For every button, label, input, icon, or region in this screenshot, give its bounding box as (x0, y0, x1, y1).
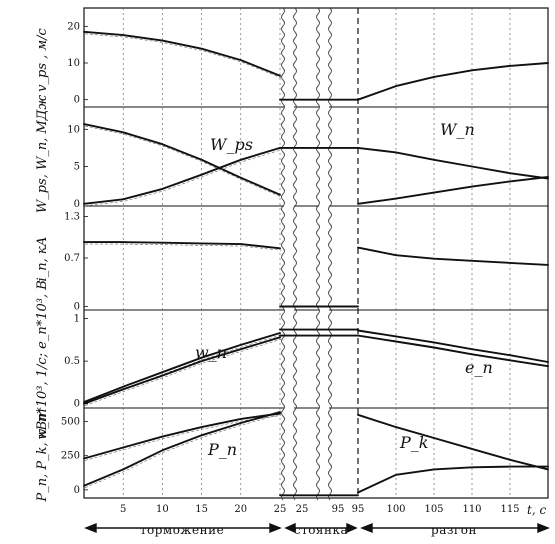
phase-arrows (84, 522, 550, 534)
x-tick-label: 105 (424, 504, 443, 515)
y-tick-label: 250 (61, 451, 80, 462)
axis-break-line (281, 7, 285, 501)
series-line-3-0 (83, 332, 281, 403)
series-line-3-1 (83, 336, 281, 405)
series-shadow-1-0 (84, 125, 282, 198)
x-tick-label: 10 (156, 504, 169, 515)
x-axis-label: t, c (527, 503, 546, 517)
y-tick-label: 0 (74, 399, 80, 410)
series-shadow-4-1 (84, 413, 282, 488)
y-tick-label: 1 (74, 314, 80, 325)
axis-break-gap (284, 9, 294, 497)
series-line-1-1 (357, 146, 549, 180)
series-line-4-1 (357, 465, 549, 494)
series-shadow-4-0 (84, 415, 282, 461)
series-line-4-0 (83, 412, 281, 460)
series-line-1-0 (83, 123, 281, 196)
series-shadow-3-1 (84, 339, 282, 406)
y-tick-label: 0.7 (64, 253, 80, 264)
y-tick-label: 10 (67, 58, 80, 69)
annotation-w_n: w_n (195, 343, 227, 362)
x-tick-label: 25 (296, 504, 309, 515)
y-tick-label: 0 (74, 95, 80, 106)
series-lines (83, 30, 549, 497)
plot-frame (83, 7, 549, 501)
phase-label-standstill: стоянка (294, 523, 348, 537)
series-line-2-0 (83, 241, 281, 250)
y-tick-label: 0 (74, 302, 80, 313)
series-line-0-0 (357, 62, 549, 101)
x-tick-label: 5 (120, 504, 126, 515)
series-line-2-0 (357, 246, 549, 266)
annotation-P_n: P_n (207, 440, 237, 459)
axis-break-line (293, 7, 297, 501)
series-line-0-0 (83, 30, 281, 77)
x-tick-label: 20 (234, 504, 247, 515)
series-shadow-2-0 (85, 243, 282, 251)
series-line-3-1 (357, 334, 549, 368)
series-line-3-0 (357, 329, 549, 363)
series-line-1-2 (357, 176, 549, 205)
series-shadow-1-1 (84, 149, 282, 207)
y-tick-label: 500 (61, 417, 80, 428)
series-line-1-1 (83, 146, 281, 205)
x-tick-label: 100 (386, 504, 405, 515)
axis-break-line (328, 7, 332, 501)
y-tick-label: 0 (74, 485, 80, 496)
annotation-W_ps: W_ps (210, 135, 253, 154)
x-tick-label: 25 (274, 504, 287, 515)
ylabel-panel-4: w_n*10³, 1/с; e_n*10³, В (35, 280, 50, 440)
x-tick-label: 15 (195, 504, 208, 515)
axis-break-gap (319, 9, 329, 497)
ylabel-panel-2: W_ps, W_n, МДж (35, 95, 50, 213)
series-line-4-0 (357, 413, 549, 471)
x-tick-label: 95 (352, 504, 365, 515)
y-tick-label: 10 (67, 124, 80, 135)
y-tick-label: 5 (74, 162, 80, 173)
annotation-e_n: e_n (465, 358, 493, 377)
x-tick-label: 95 (332, 504, 345, 515)
y-tick-label: 1.3 (64, 211, 80, 222)
grid-lines (122, 8, 511, 498)
axis-break-line (316, 7, 320, 501)
x-tick-label: 110 (462, 504, 481, 515)
annotation-W_n: W_n (440, 120, 475, 139)
series-line-4-1 (83, 411, 281, 487)
y-tick-label: 20 (67, 21, 80, 32)
ylabel-panel-1: v_ps , м/с (35, 27, 50, 91)
series-shadow-0-0 (84, 33, 282, 79)
ylabel-panel-5: P_n, P_k, кВт (35, 409, 50, 503)
phase-label-acceleration: разгон (431, 523, 477, 537)
y-tick-label: 0 (74, 199, 80, 210)
y-tick-label: 0.5 (64, 356, 80, 367)
ylabel-panel-3: i_n, кА (35, 237, 50, 282)
x-tick-labels: 5 10 15 20 25 95 100 105 110 115 25 95 (120, 504, 520, 515)
x-tick-label: 115 (500, 504, 519, 515)
plot-border (83, 7, 549, 499)
annotation-P_k: P_k (399, 433, 428, 452)
phase-label-braking: торможение (140, 523, 224, 537)
